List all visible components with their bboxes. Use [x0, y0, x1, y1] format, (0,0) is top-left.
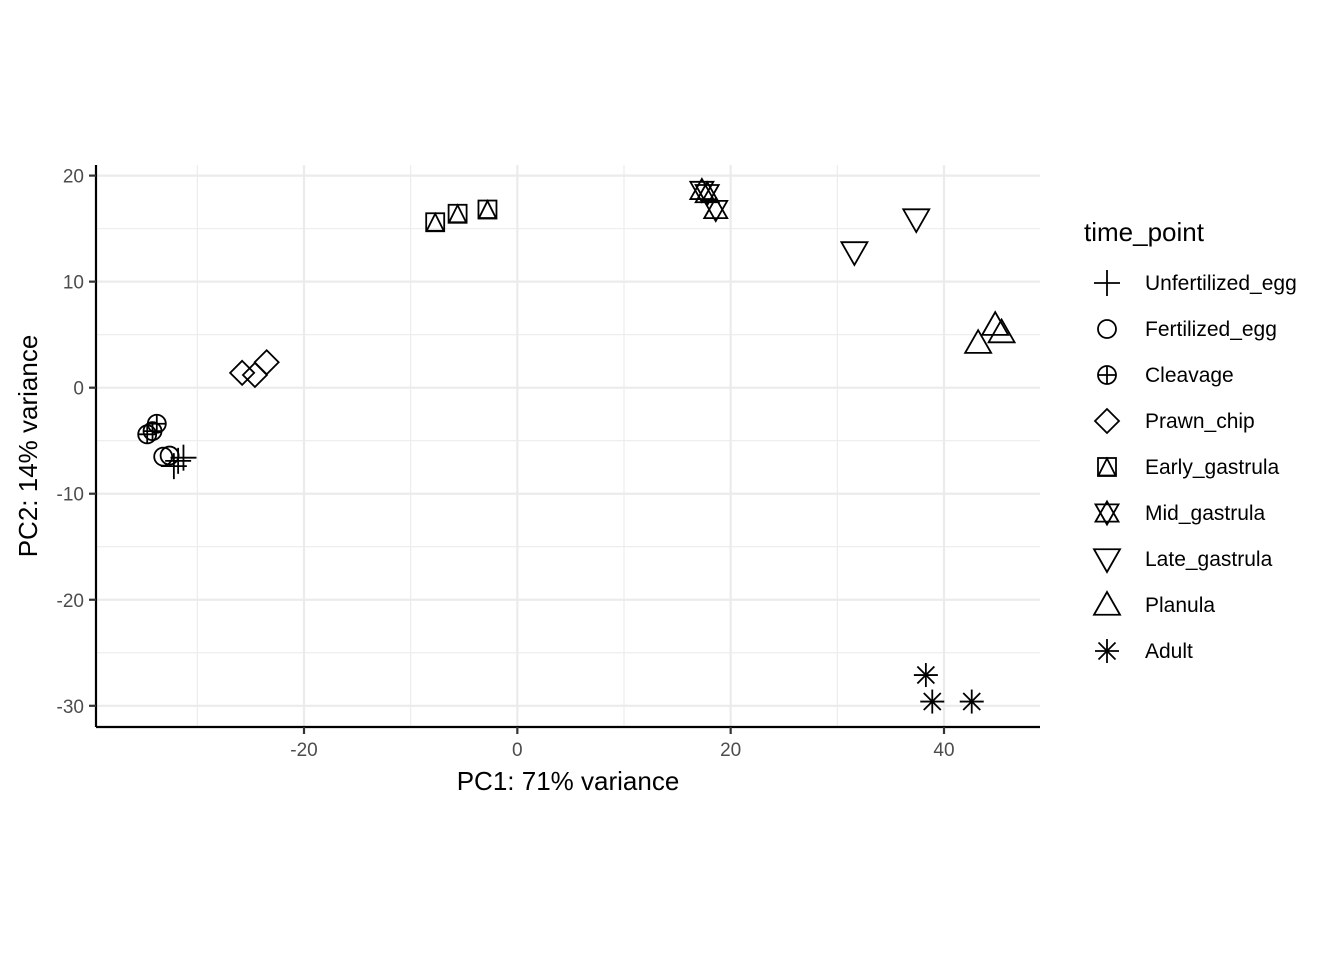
point-early-gastrula — [425, 211, 446, 233]
legend-label: Planula — [1145, 594, 1215, 617]
point-adult — [959, 689, 984, 714]
legend-label: Prawn_chip — [1145, 410, 1255, 433]
legend-key-early-gastrula — [1097, 456, 1117, 477]
legend-key-fertilized-egg — [1097, 319, 1117, 339]
y-axis-title: PC2: 14% variance — [13, 335, 43, 558]
legend-key-adult — [1095, 639, 1119, 663]
legend-key-prawn-chip — [1093, 407, 1121, 435]
legend-key-late-gastrula — [1092, 548, 1122, 574]
gridlines — [96, 165, 1040, 727]
point-mid-gastrula — [688, 177, 715, 204]
data-points — [137, 177, 1017, 714]
point-planula — [987, 317, 1017, 344]
legend-key-planula — [1092, 590, 1122, 616]
axes: -20 0 20 40 20 10 0 -10 -20 -30 — [57, 165, 1040, 761]
legend-label: Fertilized_egg — [1145, 318, 1277, 341]
legend-key-cleavage — [1097, 365, 1117, 385]
point-planula — [980, 310, 1010, 336]
point-adult — [913, 663, 938, 688]
point-prawn-chip — [253, 348, 280, 376]
point-fertilized-egg — [153, 446, 174, 467]
legend-label: Mid_gastrula — [1145, 502, 1266, 525]
point-mid-gastrula — [694, 180, 721, 207]
point-fertilized-egg — [159, 445, 180, 466]
point-early-gastrula — [447, 203, 468, 224]
point-mid-gastrula — [702, 196, 729, 223]
y-tick-label: -30 — [57, 697, 84, 718]
legend-label: Adult — [1145, 640, 1193, 663]
y-tick-label: 10 — [63, 273, 84, 294]
point-cleavage — [146, 413, 167, 434]
point-late-gastrula — [839, 241, 869, 267]
legend-label: Late_gastrula — [1145, 548, 1273, 571]
x-tick-label: -20 — [290, 740, 317, 761]
point-unfertilized-egg — [170, 444, 197, 471]
x-tick-label: 40 — [933, 740, 954, 761]
y-tick-label: 0 — [73, 379, 84, 400]
point-planula — [963, 328, 993, 354]
y-tick-label: -10 — [57, 485, 84, 506]
point-early-gastrula — [477, 199, 498, 220]
y-tick-label: -20 — [57, 591, 84, 612]
legend-label: Early_gastrula — [1145, 456, 1280, 479]
legend-key-mid-gastrula — [1093, 499, 1121, 527]
point-adult — [920, 689, 945, 714]
legend-key-unfertilized-egg — [1094, 270, 1120, 296]
y-tick-label: 20 — [63, 167, 84, 188]
legend: time_point Unfertilized_egg Fertilized_eg… — [1084, 217, 1297, 663]
legend-label: Cleavage — [1145, 364, 1234, 387]
point-late-gastrula — [901, 208, 931, 234]
x-tick-label: 0 — [512, 740, 523, 761]
x-tick-label: 20 — [720, 740, 741, 761]
x-axis-title: PC1: 71% variance — [457, 766, 680, 796]
legend-title: time_point — [1084, 217, 1205, 247]
legend-label: Unfertilized_egg — [1145, 272, 1297, 295]
panel-background — [96, 165, 1040, 727]
